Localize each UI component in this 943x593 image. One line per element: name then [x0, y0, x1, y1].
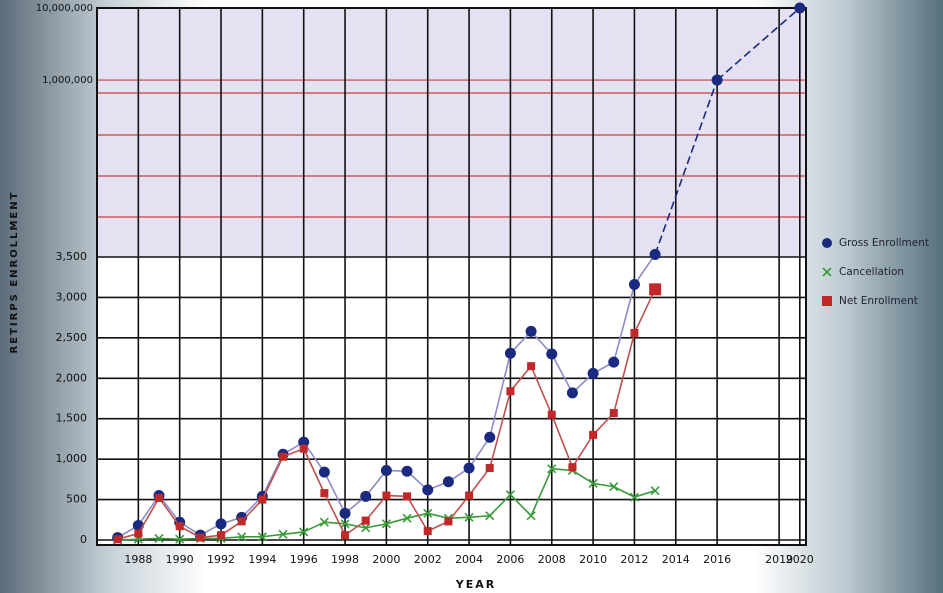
point — [424, 527, 432, 535]
point — [176, 522, 184, 530]
point — [588, 368, 599, 379]
point — [381, 465, 392, 476]
x-tick-label: 1994 — [248, 553, 276, 566]
point — [238, 517, 246, 525]
x-tick-label: 2000 — [372, 553, 400, 566]
point — [402, 466, 413, 477]
point — [360, 491, 371, 502]
chart: YEAR RETIRPS ENROLLMENT 0 500 1,000 1,500 2,… — [0, 0, 943, 593]
y-tick-label: 0 — [80, 533, 87, 546]
y-tick-label: 2,000 — [56, 371, 88, 384]
point — [712, 75, 723, 86]
x-tick-label: 2020 — [786, 553, 814, 566]
series-line — [159, 538, 180, 539]
point — [217, 531, 225, 539]
point — [527, 362, 535, 370]
legend-label: Cancellation — [839, 266, 904, 278]
point — [505, 348, 516, 359]
point — [362, 517, 370, 525]
x-tick-label: 2012 — [620, 553, 648, 566]
point — [279, 453, 287, 461]
point — [444, 517, 452, 525]
point — [486, 464, 494, 472]
x-tick-label: 1990 — [166, 553, 194, 566]
point — [382, 492, 390, 500]
point — [650, 249, 661, 260]
y-tick-label: 3,500 — [56, 250, 88, 263]
legend-marker — [823, 268, 831, 276]
point — [443, 476, 454, 487]
point — [526, 326, 537, 337]
page: {"chart_data": { "type": "line", "x_labe… — [0, 0, 943, 593]
point — [196, 534, 204, 542]
point — [403, 492, 411, 500]
x-tick-label: 2002 — [414, 553, 442, 566]
y-tick-label: 10,000,000 — [36, 3, 93, 14]
point — [465, 492, 473, 500]
point — [341, 531, 349, 539]
x-tick-label: 2006 — [496, 553, 524, 566]
upper-region — [97, 8, 806, 257]
y-tick-label: 1,500 — [56, 412, 88, 425]
point — [546, 349, 557, 360]
x-tick-label: 2004 — [455, 553, 483, 566]
y-tick-label: 2,500 — [56, 331, 88, 344]
x-tick-label: 2010 — [579, 553, 607, 566]
legend-marker — [822, 238, 832, 248]
y-tick-label: 3,000 — [56, 290, 88, 303]
legend-label: Gross Enrollment — [839, 237, 929, 249]
series-line — [138, 538, 159, 539]
point — [134, 530, 142, 538]
point — [629, 279, 640, 290]
point — [568, 463, 576, 471]
point — [300, 445, 308, 453]
x-tick-label: 1988 — [124, 553, 152, 566]
point — [216, 518, 227, 529]
y-tick-label: 1,000,000 — [42, 75, 93, 86]
x-tick-label: 2016 — [703, 553, 731, 566]
x-tick-label: 1996 — [290, 553, 318, 566]
point — [320, 489, 328, 497]
point — [794, 3, 805, 14]
x-tick-label: 2008 — [538, 553, 566, 566]
x-tick-label: 2014 — [662, 553, 690, 566]
point — [506, 387, 514, 395]
point — [464, 463, 475, 474]
y-tick-label: 500 — [66, 493, 87, 506]
x-tick-label: 1998 — [331, 553, 359, 566]
point — [610, 409, 618, 417]
y-tick-label: 1,000 — [56, 452, 88, 465]
point — [422, 484, 433, 495]
legend-marker — [822, 296, 832, 306]
point — [608, 357, 619, 368]
legend-label: Net Enrollment — [839, 295, 918, 307]
x-axis-label: YEAR — [455, 578, 496, 591]
point — [548, 411, 556, 419]
point — [114, 535, 122, 543]
point — [567, 387, 578, 398]
point — [319, 467, 330, 478]
point — [649, 283, 661, 295]
point — [155, 494, 163, 502]
point — [589, 431, 597, 439]
x-tick-label: 1992 — [207, 553, 235, 566]
point — [484, 432, 495, 443]
point — [258, 496, 266, 504]
point — [340, 508, 351, 519]
y-axis-label: RETIRPS ENROLLMENT — [9, 191, 20, 354]
point — [630, 329, 638, 337]
